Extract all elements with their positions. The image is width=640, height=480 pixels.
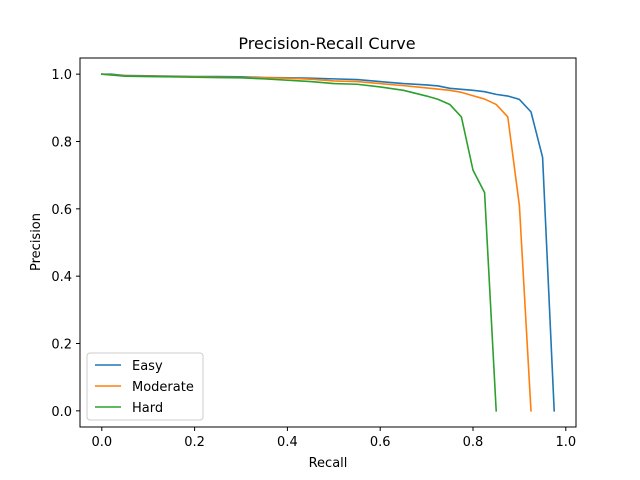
x-tick-label: 0.2 <box>184 435 205 450</box>
x-tick-label: 0.6 <box>370 435 391 450</box>
x-tick-label: 1.0 <box>555 435 576 450</box>
plot-frame <box>79 57 577 428</box>
y-tick-label: 0.4 <box>51 270 72 285</box>
y-tick-label: 0.0 <box>51 405 72 420</box>
series-line-hard <box>100 73 498 412</box>
y-tick-label: 1.0 <box>51 68 72 83</box>
y-tick-label: 0.6 <box>51 203 72 218</box>
legend-label-easy: Easy <box>132 359 163 374</box>
x-tick-label: 0.8 <box>463 435 484 450</box>
x-axis-label: Recall <box>309 456 348 471</box>
x-tick-label: 0.4 <box>277 435 298 450</box>
x-tick-label: 0.0 <box>91 435 112 450</box>
x-axis: 0.0 0.2 0.4 0.6 0.8 1.0 <box>91 427 576 450</box>
legend: Easy Moderate Hard <box>86 352 204 421</box>
y-tick-label: 0.8 <box>51 135 72 150</box>
plot-area <box>100 73 556 412</box>
chart-title: Precision-Recall Curve <box>238 34 415 53</box>
y-axis-label: Precision <box>29 213 44 271</box>
legend-label-moderate: Moderate <box>132 380 194 395</box>
legend-box <box>86 352 204 421</box>
y-axis: 0.0 0.2 0.4 0.6 0.8 1.0 <box>51 68 80 420</box>
legend-label-hard: Hard <box>132 401 163 416</box>
y-tick-label: 0.2 <box>51 338 72 353</box>
